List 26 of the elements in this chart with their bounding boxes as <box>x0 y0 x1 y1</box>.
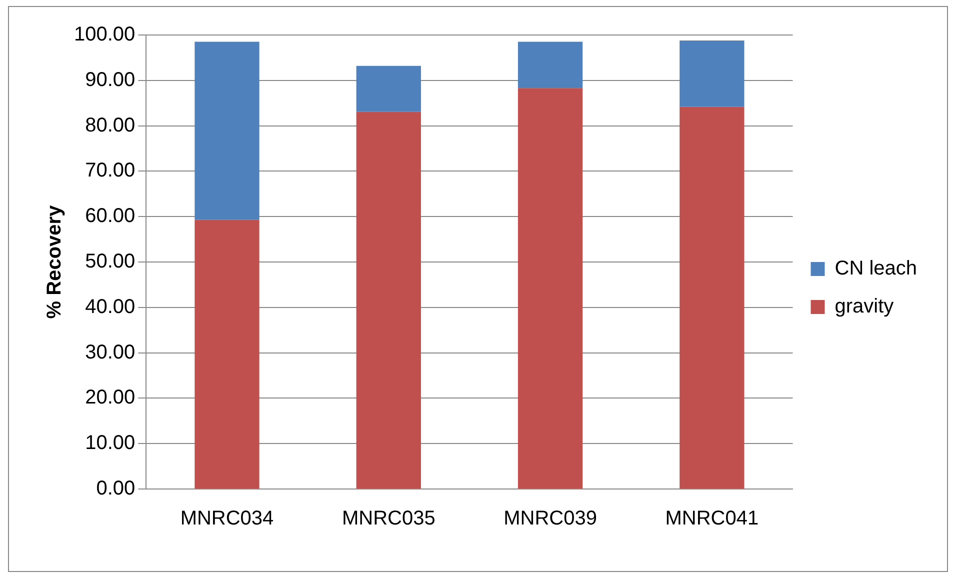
y-tick-label: 10.00 <box>85 432 136 454</box>
bar <box>356 66 421 112</box>
y-axis-title: % Recovery <box>44 204 66 319</box>
x-tick-label: MNRC034 <box>180 508 274 530</box>
bar <box>518 42 583 88</box>
y-tick-label: 60.00 <box>85 205 136 228</box>
bar <box>680 40 744 107</box>
y-tick-label: 50.00 <box>85 250 136 273</box>
y-tick-label: 40.00 <box>85 296 136 318</box>
legend-label: CN leach <box>834 258 918 280</box>
bar <box>356 112 421 488</box>
bar <box>518 88 583 488</box>
y-tick-label: 0.00 <box>96 478 136 500</box>
y-tick-label: 30.00 <box>85 341 136 364</box>
bar <box>194 220 260 488</box>
y-tick-label: 20.00 <box>85 386 136 409</box>
y-tick-label: 70.00 <box>85 160 136 182</box>
x-tick-label: MNRC039 <box>504 508 597 530</box>
bar <box>680 106 744 488</box>
x-tick-label: MNRC041 <box>665 508 759 530</box>
legend-label: gravity <box>834 296 894 318</box>
y-tick-label: 90.00 <box>85 68 136 91</box>
y-tick-label: 100.00 <box>74 24 136 46</box>
bar <box>194 42 260 220</box>
y-tick-label: 80.00 <box>85 114 136 136</box>
x-tick-label: MNRC035 <box>342 508 436 530</box>
